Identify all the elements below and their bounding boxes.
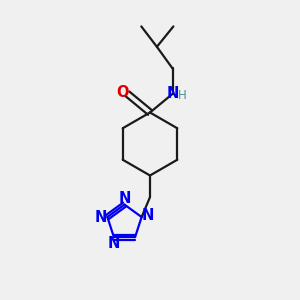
Text: N: N [94,209,107,224]
Text: H: H [178,88,187,102]
Text: N: N [142,208,155,223]
Text: N: N [108,236,120,251]
Text: N: N [166,86,179,101]
Text: N: N [118,191,131,206]
Text: O: O [116,85,129,100]
